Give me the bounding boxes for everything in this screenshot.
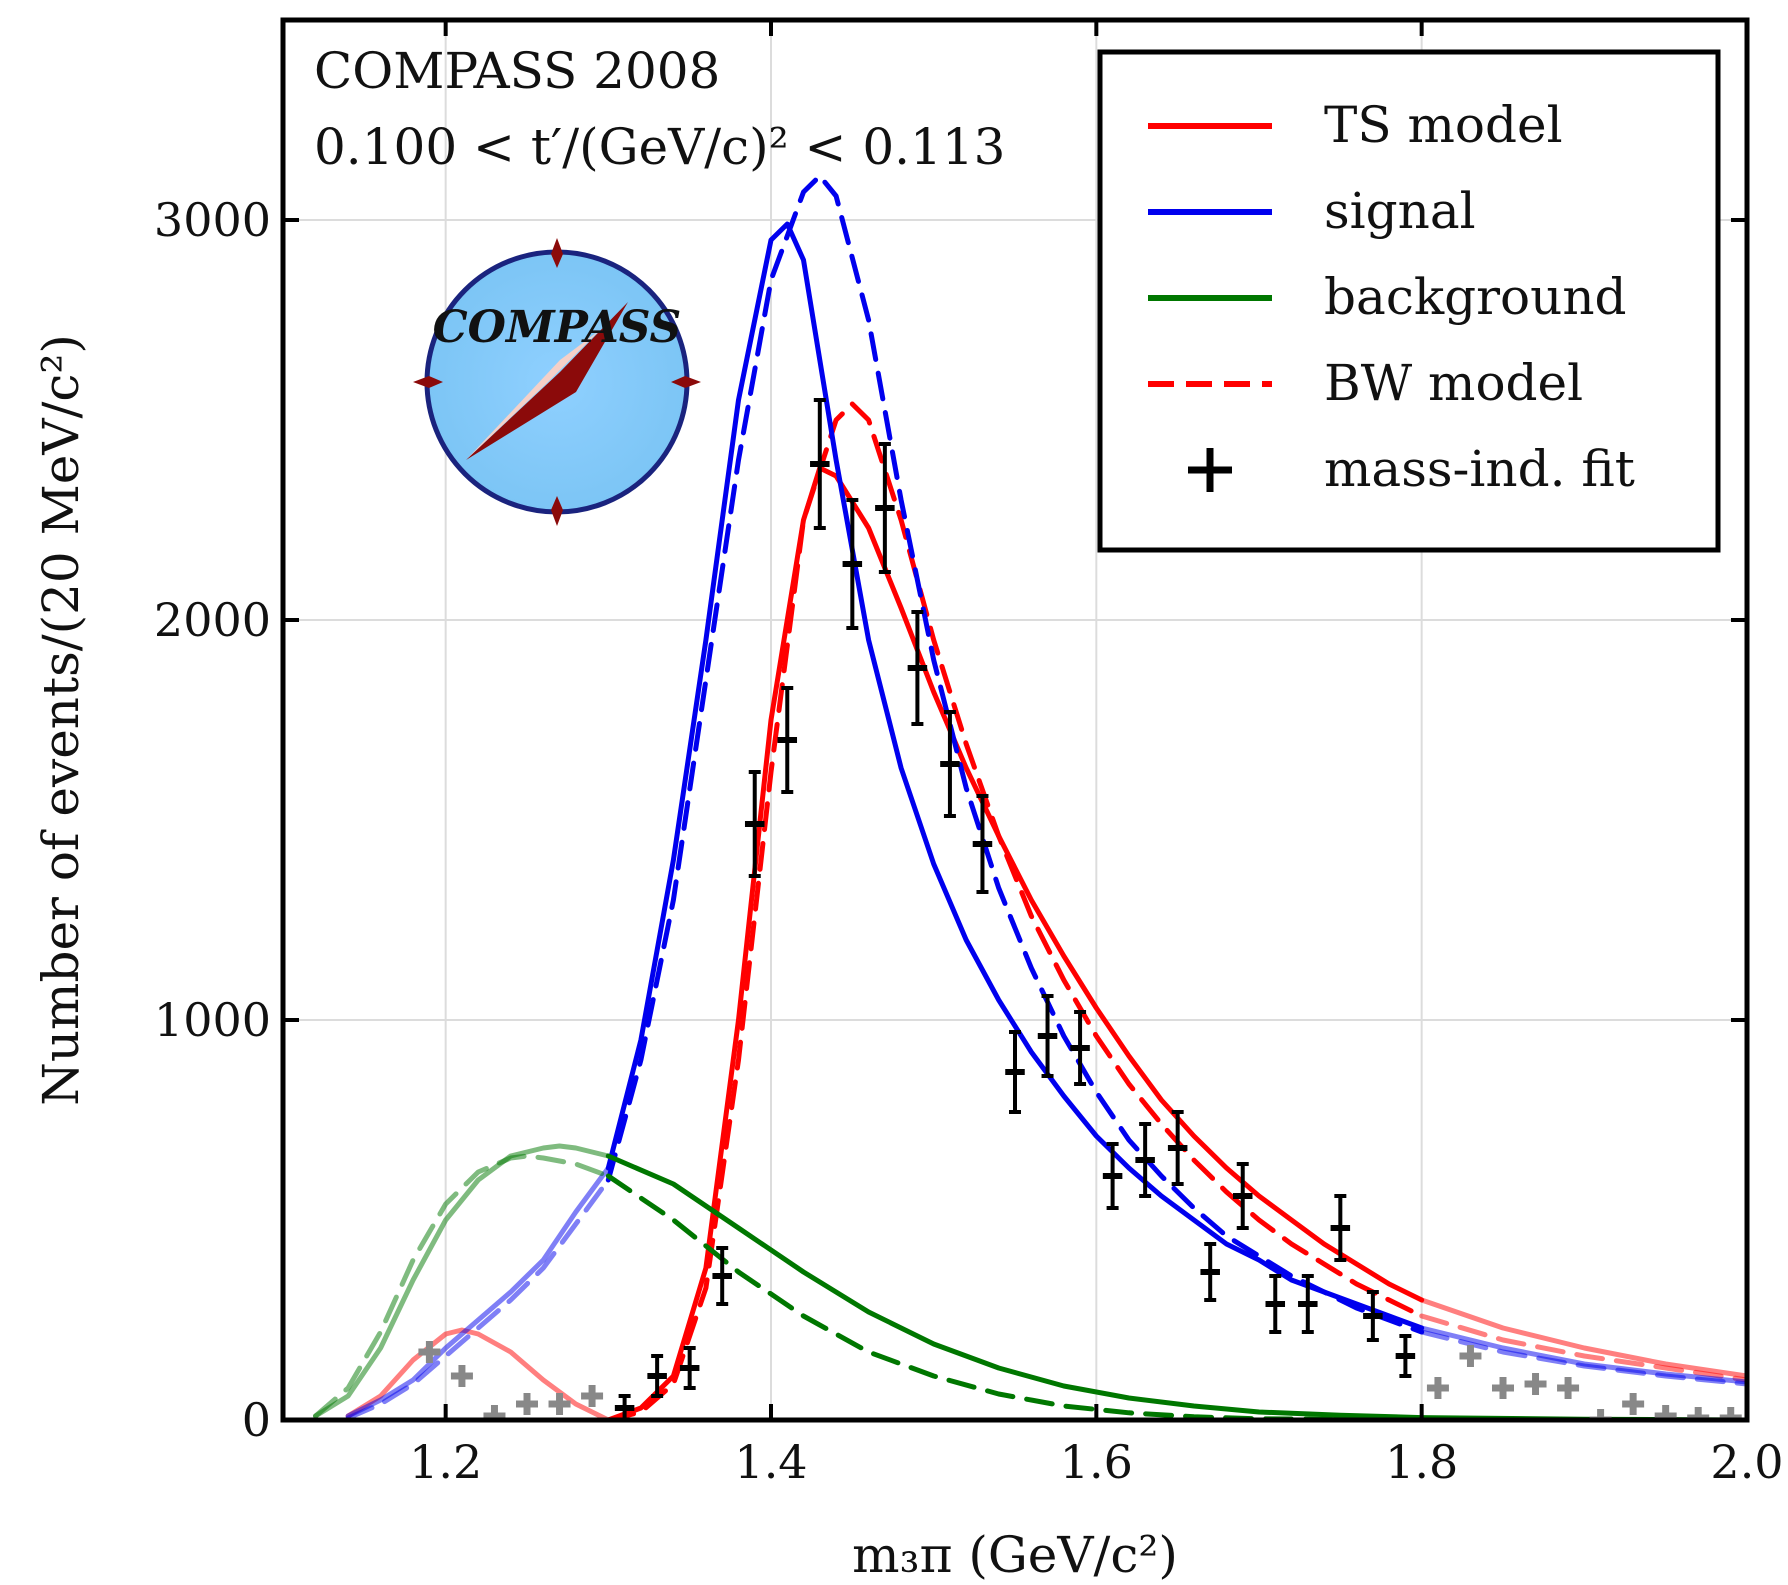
annotation-line2: 0.100 < t′/(GeV/c)² < 0.113 — [314, 118, 1005, 176]
data-point-7 — [842, 498, 863, 630]
data-point-5 — [777, 686, 798, 794]
data-point-0 — [614, 1394, 635, 1420]
x-tick-label-2: 1.6 — [1060, 1435, 1133, 1489]
ticks: 1.2 1.4 1.6 1.8 2.0 0 1000 2000 3000 — [154, 20, 1784, 1489]
legend: TS model signal background BW model mass… — [1097, 49, 1721, 553]
data-point-19 — [1232, 1162, 1253, 1230]
legend-label-bw-model: BW model — [1324, 354, 1583, 412]
legend-label-ts-model: TS model — [1324, 96, 1563, 154]
data-point-10 — [940, 710, 960, 818]
data-points — [418, 398, 1742, 1420]
series-ts_model-extension — [1419, 1297, 1747, 1379]
y-tick-label-2: 2000 — [154, 593, 271, 647]
data-point-13 — [1037, 994, 1058, 1078]
data-point-12 — [1005, 1030, 1025, 1114]
legend-label-signal: signal — [1324, 182, 1476, 240]
excluded-point-0 — [418, 1341, 441, 1363]
excluded-point-7 — [1459, 1345, 1482, 1367]
series-ts_model_low — [345, 1327, 611, 1420]
x-tick-label-4: 2.0 — [1710, 1435, 1783, 1489]
logo-tick-bottom — [551, 496, 563, 526]
legend-label-background: background — [1324, 268, 1627, 326]
series-bw_model-extension — [1419, 1313, 1747, 1383]
data-point-17 — [1167, 1110, 1188, 1186]
excluded-point-5 — [581, 1385, 604, 1407]
y-tick-label-3: 3000 — [154, 193, 271, 247]
data-point-11 — [972, 794, 993, 894]
series-signal_bw — [605, 173, 1425, 1335]
y-tick-label-0: 0 — [242, 1393, 271, 1447]
compass-logo: COMPASS — [413, 238, 701, 526]
data-point-22 — [1330, 1194, 1351, 1262]
data-point-18 — [1200, 1242, 1220, 1302]
data-point-8 — [875, 442, 895, 574]
x-tick-label-3: 1.8 — [1385, 1435, 1458, 1489]
logo-tick-left — [413, 376, 443, 388]
data-point-9 — [907, 610, 928, 726]
excluded-point-2 — [483, 1405, 506, 1420]
excluded-point-12 — [1622, 1393, 1645, 1415]
data-point-16 — [1135, 1122, 1155, 1198]
annotation-line1: COMPASS 2008 — [314, 42, 720, 100]
data-point-21 — [1298, 1274, 1318, 1334]
excluded-point-10 — [1557, 1377, 1580, 1399]
data-point-24 — [1395, 1334, 1416, 1378]
excluded-point-6 — [1426, 1377, 1449, 1399]
series-signal-faded — [345, 1165, 611, 1419]
legend-label-data: mass-ind. fit — [1324, 440, 1635, 498]
curves — [313, 173, 1747, 1420]
data-point-4 — [744, 770, 765, 878]
excluded-point-4 — [548, 1393, 571, 1415]
logo-needle-light — [466, 330, 600, 460]
excluded-point-3 — [516, 1393, 538, 1415]
series-bw_model — [605, 401, 1425, 1420]
excluded-point-8 — [1492, 1377, 1514, 1399]
data-point-3 — [712, 1246, 732, 1306]
data-point-1 — [647, 1354, 667, 1398]
data-point-14 — [1070, 1010, 1090, 1086]
excluded-point-13 — [1654, 1405, 1677, 1420]
series-background_bw — [605, 1173, 1425, 1420]
series-background_bw-faded — [313, 1153, 611, 1419]
logo-tick-right — [671, 376, 701, 388]
logo-text: COMPASS — [433, 302, 682, 353]
series-signal — [605, 221, 1425, 1331]
excluded-point-11 — [1589, 1409, 1612, 1420]
series-background-faded — [313, 1143, 611, 1419]
y-tick-label-1: 1000 — [154, 993, 271, 1047]
data-point-23 — [1363, 1290, 1383, 1342]
x-axis-label: m₃π (GeV/c²) — [852, 1526, 1178, 1584]
series-signal_bw-faded — [345, 1177, 611, 1420]
x-tick-label-0: 1.2 — [409, 1435, 482, 1489]
data-point-15 — [1102, 1142, 1123, 1210]
x-tick-label-1: 1.4 — [734, 1435, 807, 1489]
series-signal_bw-extension — [1419, 1329, 1747, 1387]
data-point-20 — [1265, 1274, 1286, 1334]
data-point-2 — [679, 1346, 700, 1390]
excluded-point-1 — [450, 1365, 473, 1387]
logo-tick-top — [551, 238, 563, 268]
y-axis-label: Number of events/(20 MeV/c²) — [32, 334, 90, 1106]
data-point-6 — [810, 398, 830, 530]
excluded-point-9 — [1524, 1373, 1547, 1395]
plot-frame — [280, 17, 1750, 1423]
series-background — [605, 1153, 1747, 1420]
